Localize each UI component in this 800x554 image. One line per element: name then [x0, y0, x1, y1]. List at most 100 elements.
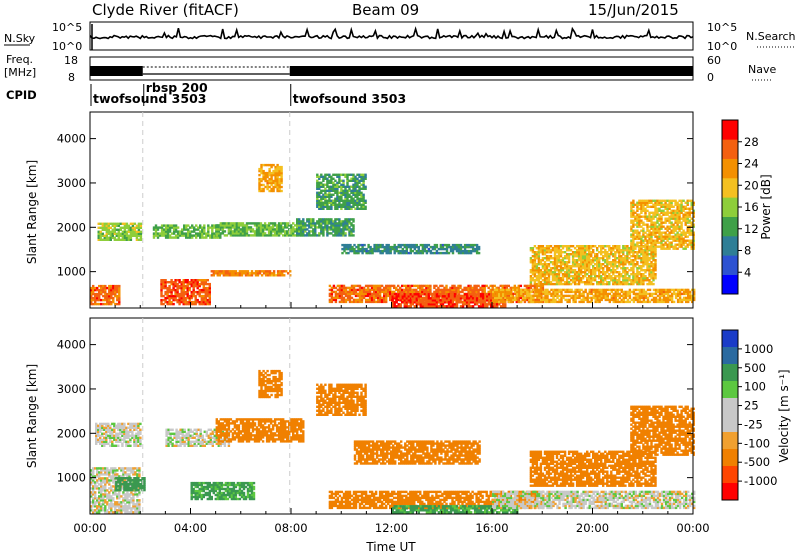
radar-cell	[235, 230, 239, 233]
radar-cell	[569, 249, 573, 252]
radar-cell	[334, 187, 337, 190]
radar-cell	[119, 232, 122, 235]
radar-cell	[399, 251, 402, 255]
radar-cell	[660, 298, 664, 302]
radar-cell	[262, 169, 265, 173]
radar-cell	[255, 224, 259, 227]
radar-cell	[226, 272, 230, 275]
radar-cell	[598, 259, 601, 262]
radar-cell	[666, 205, 669, 208]
radar-cell	[176, 300, 179, 304]
radar-cell	[616, 292, 619, 296]
radar-cell	[117, 224, 120, 227]
radar-cell	[306, 220, 309, 223]
radar-cell	[356, 183, 359, 186]
radar-cell	[471, 297, 475, 300]
radar-cell	[596, 292, 599, 296]
radar-cell	[612, 296, 615, 300]
radar-cell	[346, 193, 349, 196]
radar-cell	[632, 251, 635, 254]
radar-cell	[389, 288, 392, 292]
radar-cell	[579, 249, 583, 252]
radar-cell	[652, 282, 655, 286]
radar-cell	[533, 245, 537, 248]
radar-cell	[316, 220, 319, 223]
radar-cell	[660, 245, 663, 248]
radar-cell	[451, 301, 455, 304]
radar-cell	[664, 201, 667, 204]
radar-cell	[334, 230, 337, 233]
radar-cell	[294, 234, 297, 237]
radar-cell	[358, 290, 362, 294]
radar-cell	[588, 261, 591, 264]
radar-cell	[413, 243, 416, 247]
radar-cell	[561, 245, 565, 248]
radar-cell	[528, 296, 531, 300]
radar-cell	[551, 263, 555, 266]
radar-cell	[594, 294, 597, 298]
radar-cell	[594, 300, 597, 304]
radar-cell	[682, 296, 686, 300]
radar-cell	[219, 234, 222, 237]
radar-cell	[346, 222, 349, 225]
radar-cell	[116, 284, 119, 288]
radar-cell	[520, 292, 523, 296]
radar-cell	[443, 295, 447, 298]
radar-cell	[632, 253, 635, 256]
radar-cell	[184, 302, 187, 306]
radar-cell	[360, 298, 364, 302]
radar-cell	[473, 297, 477, 300]
radar-cell	[449, 245, 453, 249]
radar-cell	[131, 222, 135, 225]
radar-cell	[342, 201, 345, 204]
radar-cell	[378, 286, 382, 290]
radar-cell	[642, 231, 645, 234]
radar-cell	[211, 230, 214, 233]
radar-cell	[100, 290, 103, 294]
radar-cell	[338, 203, 341, 206]
radar-cell	[640, 281, 643, 284]
radar-cell	[475, 249, 479, 253]
radar-cell	[367, 249, 370, 253]
radar-cell	[92, 288, 95, 292]
radar-cell	[616, 247, 619, 250]
radar-cell	[539, 273, 543, 276]
radar-cell	[640, 300, 644, 304]
radar-cell	[590, 253, 593, 256]
radar-cell	[99, 238, 102, 241]
radar-cell	[565, 257, 569, 260]
radar-cell	[160, 228, 164, 231]
radar-cell	[646, 296, 650, 300]
radar-cell	[257, 224, 261, 227]
radar-cell	[322, 185, 325, 188]
radar-cell	[650, 249, 653, 252]
radar-cell	[306, 224, 309, 227]
radar-cell	[534, 288, 537, 292]
radar-cell	[561, 257, 565, 260]
radar-cell	[469, 299, 473, 302]
radar-cell	[328, 199, 331, 202]
radar-cell	[118, 298, 121, 302]
radar-cell	[346, 175, 349, 178]
radar-cell	[630, 298, 634, 302]
radar-cell	[229, 228, 233, 231]
radar-cell	[664, 296, 668, 300]
radar-cell	[357, 247, 360, 251]
radar-cell	[652, 221, 655, 224]
radar-cell	[638, 273, 641, 276]
radar-cell	[520, 290, 523, 294]
radar-cell	[115, 234, 118, 237]
radar-cell	[174, 226, 178, 229]
radar-cell	[340, 222, 343, 225]
radar-cell	[634, 255, 637, 258]
radar-cell	[528, 288, 531, 292]
radar-cell	[592, 269, 595, 272]
radar-cell	[475, 297, 479, 300]
radar-cell	[223, 222, 227, 225]
radar-cell	[691, 294, 694, 298]
radar-cell	[176, 282, 179, 286]
radar-cell	[358, 185, 361, 188]
nsky-label: N.Sky	[4, 32, 36, 45]
radar-cell	[654, 213, 657, 216]
radar-cell	[618, 259, 621, 262]
